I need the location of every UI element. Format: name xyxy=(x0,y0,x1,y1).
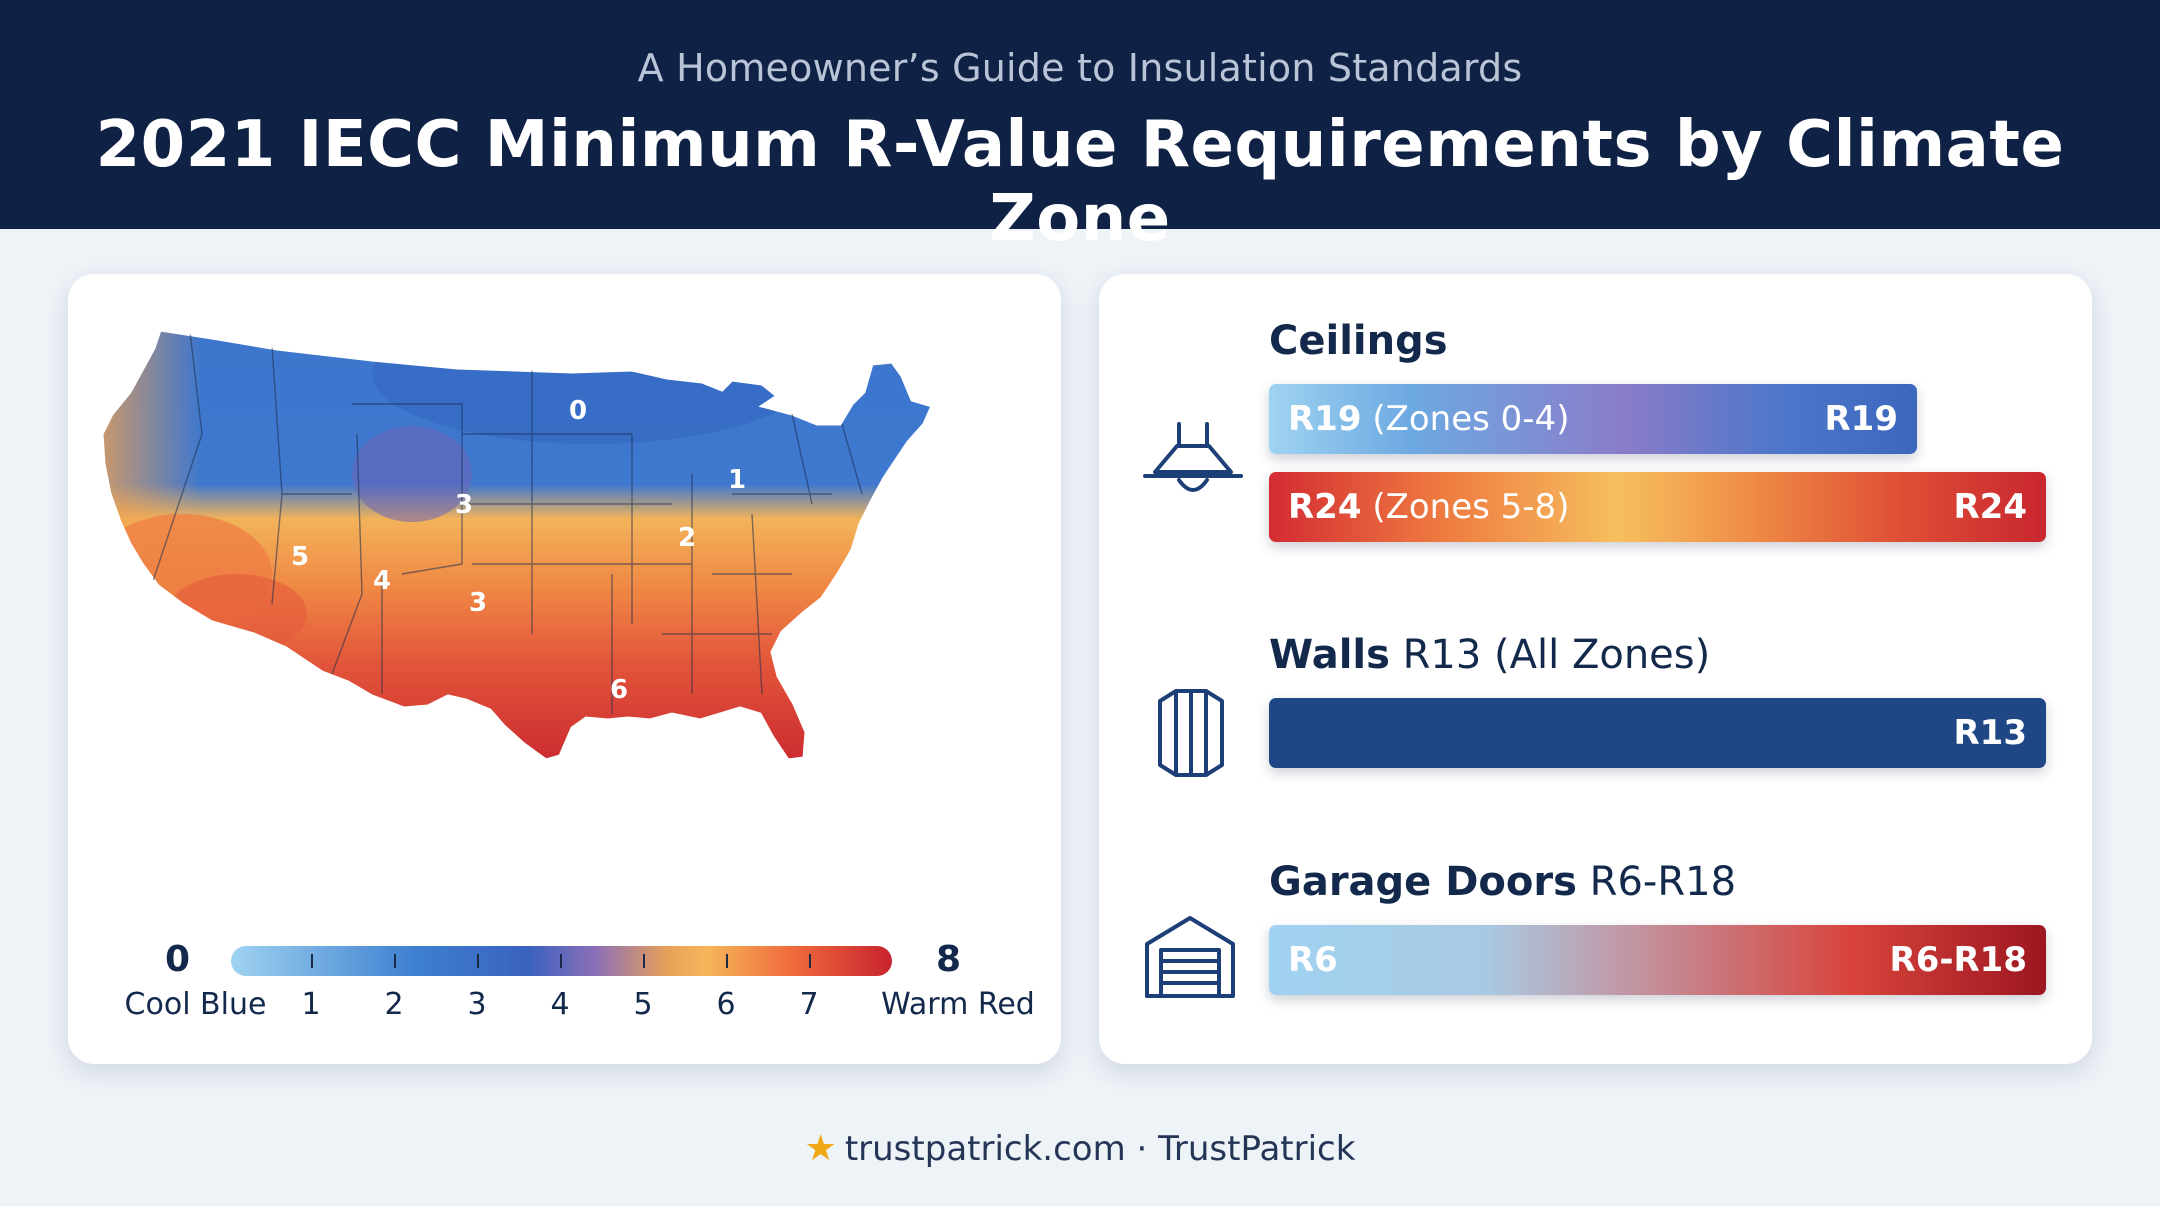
zone-label: 7 xyxy=(803,652,821,682)
climate-map-card: 0 0 1 1 2 3 3 3 4 5 6 6 7 7 8 0 xyxy=(68,274,1061,1064)
page-subtitle: A Homeowner’s Guide to Insulation Standa… xyxy=(637,46,1523,90)
garage-door-icon xyxy=(1145,916,1235,998)
scale-min-label: Cool Blue xyxy=(124,987,267,1022)
scale-tick-label: 6 xyxy=(716,987,736,1022)
zone-label: 5 xyxy=(291,542,309,572)
scale-max-label: Warm Red xyxy=(881,987,1035,1022)
scale-tick xyxy=(643,954,645,968)
walls-r13-bar: R13 xyxy=(1269,698,2046,768)
zone-label: 1 xyxy=(728,465,746,495)
scale-tick xyxy=(560,954,562,968)
ceilings-r19-note: (Zones 0-4) xyxy=(1372,399,1570,439)
ceilings-r24-bar: R24 (Zones 5-8) R24 xyxy=(1269,472,2046,542)
walls-r13-label: R13 xyxy=(1953,713,2028,753)
zone-label: 7 xyxy=(803,719,821,749)
zone-label: 0 xyxy=(569,396,587,426)
r-value-requirements-card: Ceilings R19 (Zones 0-4) R19 R24 (Zones … xyxy=(1099,274,2092,1064)
garage-doors-range-label: R6-R18 xyxy=(1889,940,2027,980)
zone-label: 2 xyxy=(678,523,696,553)
garage-doors-title: Garage Doors R6-R18 xyxy=(1269,859,1737,905)
us-climate-zone-map: 0 0 1 1 2 3 3 3 4 5 6 6 7 7 8 xyxy=(100,328,997,797)
zone-label: 0 xyxy=(979,390,997,420)
ceilings-r19-bar: R19 (Zones 0-4) R19 xyxy=(1269,384,1917,454)
scale-max-value: 8 xyxy=(936,939,962,980)
scale-tick-label: 5 xyxy=(633,987,653,1022)
header-banner: A Homeowner’s Guide to Insulation Standa… xyxy=(0,0,2160,256)
scale-tick-label: 7 xyxy=(799,987,819,1022)
footer-text[interactable]: trustpatrick.com · TrustPatrick xyxy=(844,1129,1356,1169)
scale-tick-label: 4 xyxy=(550,987,570,1022)
scale-tick xyxy=(394,954,396,968)
star-icon: ★ xyxy=(804,1128,837,1169)
zone-label: 6 xyxy=(824,618,842,648)
garage-doors-min-label: R6 xyxy=(1288,940,1338,980)
garage-doors-bar: R6 R6-R18 xyxy=(1269,925,2046,995)
climate-zone-color-scale xyxy=(231,946,892,976)
scale-tick-label: 3 xyxy=(467,987,487,1022)
garage-doors-subtitle: R6-R18 xyxy=(1589,859,1737,905)
ceilings-title: Ceilings xyxy=(1269,318,1448,364)
zone-label: 3 xyxy=(469,588,487,618)
zone-label: 3 xyxy=(455,490,473,520)
zone-label: 6 xyxy=(610,675,628,705)
scale-tick-label: 1 xyxy=(301,987,321,1022)
scale-min-value: 0 xyxy=(165,939,191,980)
page-title: 2021 IECC Minimum R-Value Requirements b… xyxy=(95,108,2065,256)
walls-title: Walls R13 (All Zones) xyxy=(1269,632,1711,678)
zone-label: 4 xyxy=(373,566,391,596)
scale-tick-label: 2 xyxy=(384,987,404,1022)
scale-tick xyxy=(726,954,728,968)
ceiling-light-icon xyxy=(1143,422,1243,492)
zone-labels: 0 0 1 1 2 3 3 3 4 5 6 6 7 7 8 xyxy=(291,390,997,797)
scale-tick xyxy=(477,954,479,968)
scale-tick xyxy=(311,954,313,968)
zone-label: 3 xyxy=(851,550,869,580)
walls-subtitle: R13 (All Zones) xyxy=(1402,632,1711,678)
wall-panel-icon xyxy=(1158,689,1224,777)
map-shape: 0 0 1 1 2 3 3 3 4 5 6 6 7 7 8 xyxy=(100,328,997,797)
footer: ★ trustpatrick.com · TrustPatrick xyxy=(0,1128,2160,1169)
ceilings-r24-note: (Zones 5-8) xyxy=(1372,487,1570,527)
scale-tick xyxy=(809,954,811,968)
zone-label: 1 xyxy=(965,464,983,494)
zone-label: 8 xyxy=(577,767,595,797)
ceilings-r19-value: R19 xyxy=(1288,399,1362,439)
ceilings-r24-value: R24 xyxy=(1288,487,1362,527)
ceilings-r24-label: R24 xyxy=(1953,487,2028,527)
ceilings-r19-label: R19 xyxy=(1824,399,1899,439)
